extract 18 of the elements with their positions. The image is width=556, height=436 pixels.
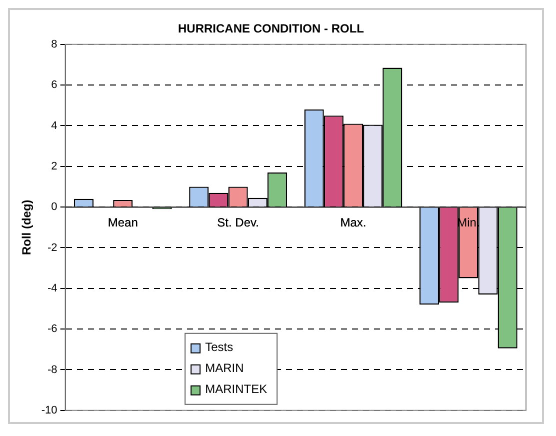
x-tick-label: Max.	[340, 216, 366, 230]
legend-label: Tests	[205, 340, 234, 354]
y-tick-label: 6	[51, 79, 58, 92]
y-tick-label: -8	[48, 364, 58, 376]
y-tick-label: -4	[48, 282, 58, 294]
y-tick-label: -6	[48, 323, 58, 336]
y-tick-label: 4	[51, 120, 58, 132]
y-tick-label: -10	[41, 404, 58, 416]
legend-label: MARIN	[205, 361, 244, 376]
x-tick-label: St. Dev.	[217, 216, 259, 230]
legend-label: MARINTEK	[205, 382, 268, 396]
x-tick-label: Mean	[108, 216, 138, 230]
chart-title: HURRICANE CONDITION - ROLL	[178, 22, 364, 36]
y-tick-label: 0	[51, 201, 58, 214]
y-tick-label: 2	[51, 160, 58, 172]
y-axis-title: Roll (deg)	[20, 200, 34, 256]
y-tick-label: -2	[48, 242, 58, 254]
y-tick-label: 8	[51, 38, 58, 50]
